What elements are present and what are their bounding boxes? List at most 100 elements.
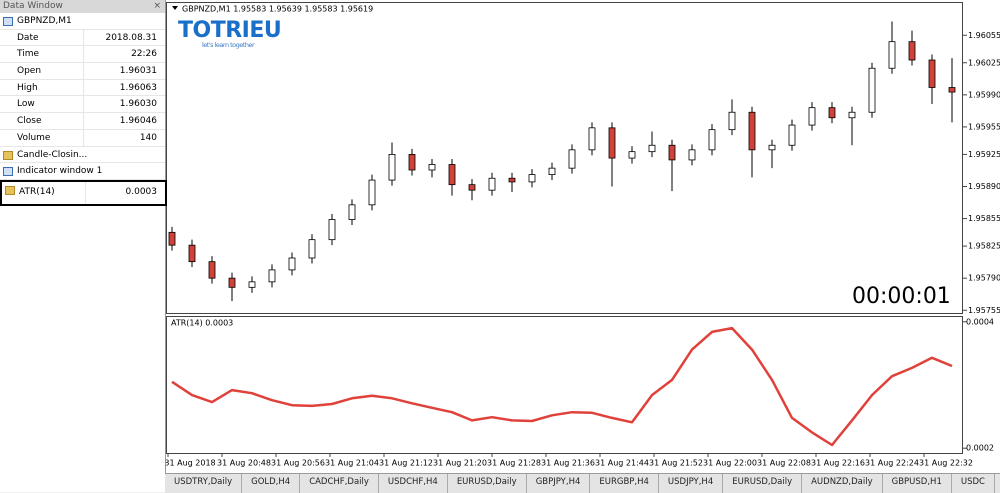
row-label: Close <box>0 113 84 129</box>
candle-body <box>688 149 696 161</box>
x-tick-label: 31 Aug 22:08 <box>757 459 811 468</box>
chart-tab[interactable]: EURGBP,H4 <box>590 474 659 493</box>
x-tick-label: 31 Aug 20:48 <box>217 459 271 468</box>
y-tick-label: 1.95925 <box>968 150 1000 159</box>
candle-body <box>868 67 876 113</box>
x-tick-label: 31 Aug 20:56 <box>271 459 325 468</box>
candle-body <box>948 87 956 93</box>
y-tick-label: 1.95990 <box>968 90 1000 99</box>
candle-body <box>248 281 256 288</box>
chart-tab[interactable]: CADCHF,Daily <box>300 474 379 493</box>
candle-body <box>808 107 816 126</box>
candle-body <box>708 129 716 151</box>
row-value: 1.96030 <box>119 99 157 110</box>
chart-header: GBPNZD,M1 1.95583 1.95639 1.95583 1.9561… <box>182 5 373 14</box>
candle-body <box>368 179 376 206</box>
x-tick-label: 31 Aug 22:32 <box>919 459 973 468</box>
close-button[interactable]: × <box>153 1 161 11</box>
candle-body <box>828 107 836 119</box>
row-label: Time <box>0 46 84 63</box>
chart-tab[interactable]: USDC <box>952 474 995 493</box>
candle-body <box>448 164 456 186</box>
y-tick-label: 1.95825 <box>968 242 1000 251</box>
candle-body <box>308 239 316 259</box>
candle-body <box>728 111 736 131</box>
data-row: Open 1.96031 <box>0 63 165 80</box>
chart-tab[interactable]: AUDNZD,Daily <box>802 474 883 493</box>
chart-tab[interactable]: GBPUSD,H1 <box>883 474 952 493</box>
y-tick-label: 1.95855 <box>968 214 1000 223</box>
row-label: High <box>0 79 84 96</box>
atr-row: ATR(14) 0.0003 <box>0 179 167 206</box>
candle-body <box>468 184 476 191</box>
candle-body <box>328 219 336 241</box>
candle-body <box>628 151 636 159</box>
candle-body <box>228 277 236 288</box>
data-row: Volume 140 <box>0 129 165 147</box>
y-tick-label: 1.96025 <box>968 58 1000 67</box>
row-value: 1.96046 <box>119 116 157 127</box>
candle-body <box>408 154 416 171</box>
row-value: 1.96063 <box>119 82 157 93</box>
x-tick-label: 31 Aug 21:12 <box>379 459 433 468</box>
row-value: 1.96031 <box>119 66 157 77</box>
chart-tab[interactable]: EURUSD,Daily <box>723 474 803 493</box>
x-tick-label: 31 Aug 22:16 <box>811 459 865 468</box>
chart-tab[interactable]: GBPJPY,H4 <box>527 474 591 493</box>
y-tick-label: 1.95790 <box>968 274 1000 283</box>
logo-tagline: let's learn together <box>202 41 255 49</box>
x-tick-label: 31 Aug 21:28 <box>487 459 541 468</box>
y-tick-label: 0.0004 <box>966 317 994 326</box>
row-label: Open <box>0 63 84 79</box>
x-tick-label: 31 Aug 21:44 <box>595 459 649 468</box>
row-value: 2018.08.31 <box>105 32 157 43</box>
x-tick-label: 31 Aug 22:00 <box>703 459 757 468</box>
data-row: Time 22:26 <box>0 46 165 64</box>
y-tick-label: 1.96055 <box>968 31 1000 40</box>
x-tick-label: 31 Aug 22:24 <box>865 459 919 468</box>
chart-bg <box>165 0 1000 473</box>
candle-body <box>508 177 516 183</box>
x-tick-label: 31 Aug 21:20 <box>433 459 487 468</box>
atr-pane <box>166 316 963 454</box>
candle-body <box>268 269 276 283</box>
symbol-row: GBPNZD,M1 <box>0 13 165 30</box>
y-tick-label: 1.95890 <box>968 182 1000 191</box>
row-label: Low <box>0 96 84 113</box>
candle-body <box>288 257 296 271</box>
logo: TOTRIEU let's learn together <box>178 18 282 49</box>
row-value: 140 <box>139 132 157 143</box>
candle-body <box>608 127 616 159</box>
rows: Date 2018.08.31 Time 22:26 Open 1.96031 High 1.… <box>0 29 165 147</box>
chart-tab[interactable]: EURUSD,Daily <box>448 474 527 493</box>
y-tick-label: 0.0002 <box>966 444 994 453</box>
candle-body <box>188 244 196 263</box>
candle-body <box>168 231 176 246</box>
candle-body <box>908 41 916 61</box>
chart-tab[interactable]: USDJPY,H4 <box>659 474 724 493</box>
candle-body <box>528 174 536 183</box>
candle-body <box>668 144 676 161</box>
row-label: Volume <box>0 129 84 146</box>
x-tick-label: 31 Aug 21:04 <box>325 459 379 468</box>
candle-body <box>208 261 216 279</box>
candle-body <box>648 144 656 153</box>
atr-title: ATR(14) 0.0003 <box>171 319 233 328</box>
candle-body <box>848 111 856 119</box>
menu-arrow[interactable] <box>172 6 178 10</box>
data-row: Close 1.96046 <box>0 113 165 130</box>
chart-tab[interactable]: USDCHF,H4 <box>379 474 448 493</box>
chart-tab[interactable]: USDTRY,Daily <box>165 474 243 493</box>
y-tick-label: 1.95755 <box>968 306 1000 315</box>
data-row: High 1.96063 <box>0 79 165 97</box>
data-window: Data Window × GBPNZD,M1 Date 2018.08.31 Tim… <box>0 0 167 492</box>
candle-body <box>348 204 356 220</box>
candle-body <box>428 164 436 171</box>
tab-bar: USDTRY,Daily GOLD,H4 CADCHF,Daily USDCHF,H4… <box>165 473 1000 493</box>
candle-body <box>788 124 796 146</box>
atr-label: ATR(14) <box>2 181 86 204</box>
candle-body <box>548 167 556 175</box>
timer: 00:00:01 <box>852 284 951 309</box>
chart-tab[interactable]: GOLD,H4 <box>242 474 301 493</box>
